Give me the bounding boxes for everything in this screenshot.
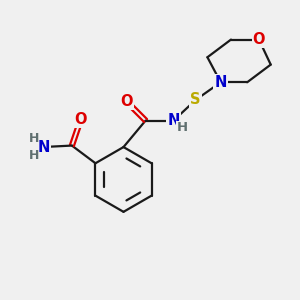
Text: N: N bbox=[214, 75, 227, 90]
Text: H: H bbox=[177, 122, 188, 134]
Text: N: N bbox=[167, 113, 180, 128]
Text: O: O bbox=[253, 32, 265, 47]
Text: O: O bbox=[74, 112, 87, 127]
Text: O: O bbox=[120, 94, 133, 109]
Text: S: S bbox=[190, 92, 201, 107]
Text: N: N bbox=[38, 140, 50, 154]
Text: H: H bbox=[28, 132, 39, 145]
Text: H: H bbox=[28, 149, 39, 162]
